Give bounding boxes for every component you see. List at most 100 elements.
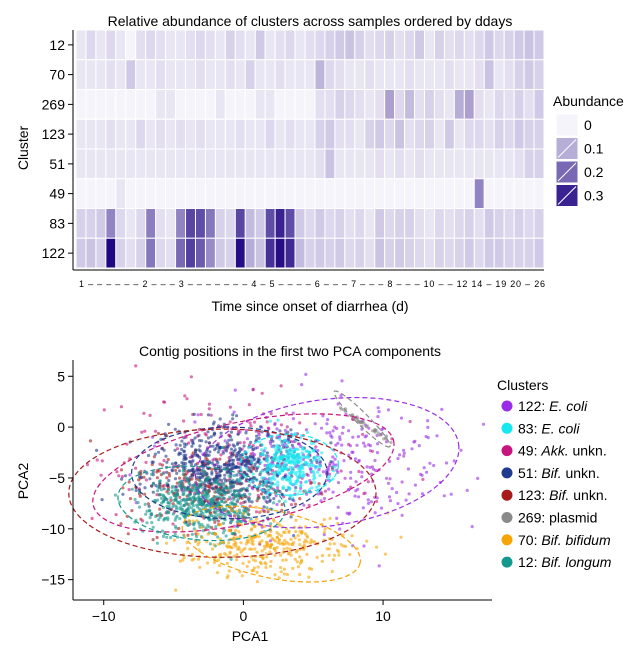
pca-point (219, 453, 223, 457)
heatmap-cell (234, 178, 246, 209)
pca-point (314, 445, 318, 449)
pca-point (327, 487, 331, 491)
pca-point (190, 468, 194, 472)
pca-point (215, 472, 219, 476)
pca-point (192, 412, 196, 416)
pca-point (242, 511, 246, 515)
heatmap-cell (533, 237, 545, 269)
pca-point (273, 539, 277, 543)
pca-point (268, 564, 273, 568)
heatmap-cell (214, 237, 226, 269)
heatmap-cell (264, 29, 276, 61)
heatmap-cell (513, 59, 525, 90)
pca-point (210, 470, 214, 474)
pca-point (189, 375, 193, 379)
heatmap-cell (473, 178, 485, 209)
pca-point (171, 522, 175, 526)
pca-point (151, 482, 156, 486)
pca-point (148, 516, 152, 520)
pca-point (228, 550, 232, 554)
pca-point (283, 438, 287, 442)
pca-point (283, 454, 287, 459)
pca-point (313, 540, 317, 544)
pca-point (223, 439, 227, 443)
pca-point (180, 447, 184, 451)
pca-point (165, 460, 169, 464)
pca-point (162, 487, 166, 491)
heatmap-cell (214, 59, 226, 90)
heatmap-cell (284, 29, 296, 61)
pca-point (184, 502, 188, 506)
pca-point (227, 438, 231, 442)
heatmap-cell (424, 148, 435, 180)
pca-point (238, 441, 242, 445)
heatmap-cell (185, 208, 196, 239)
pca-point (203, 490, 207, 494)
pca-point (245, 486, 249, 490)
pca-point (213, 532, 217, 536)
pca-point (326, 477, 330, 481)
heatmap-cell (443, 148, 455, 180)
heatmap-legend-label: 0.2 (584, 164, 604, 180)
pca-point (232, 474, 236, 478)
heatmap-cell (433, 208, 445, 239)
pca-point (173, 448, 177, 452)
heatmap-cell (433, 148, 445, 180)
heatmap-cell (493, 237, 505, 269)
pca-point (186, 546, 190, 551)
pca-point (251, 539, 255, 543)
heatmap-cell (324, 237, 336, 269)
heatmap-cell (414, 148, 426, 180)
pca-point (188, 460, 192, 464)
pca-point (174, 588, 178, 592)
pca-point (230, 438, 234, 442)
pca-point (291, 417, 295, 421)
pca-legend-marker (501, 445, 513, 457)
pca-point (197, 548, 201, 552)
pca-point (248, 492, 252, 496)
pca-point (211, 458, 215, 462)
pca-point (185, 478, 189, 482)
heatmap-cell (483, 59, 495, 90)
heatmap-cell (204, 59, 216, 90)
pca-point (174, 443, 178, 447)
pca-point (375, 545, 379, 549)
pca-point (266, 426, 270, 430)
pca-point (251, 568, 256, 573)
heatmap-cell (194, 29, 206, 61)
pca-point (420, 492, 425, 496)
pca-point (279, 447, 283, 451)
heatmap-cell (523, 178, 535, 209)
pca-point (233, 480, 237, 484)
pca-point (234, 455, 238, 459)
pca-point (339, 469, 343, 473)
heatmap-cell (185, 237, 196, 269)
pca-point (167, 491, 171, 496)
pca-point (227, 459, 231, 463)
pca-point (321, 470, 325, 474)
pca-point (339, 394, 343, 398)
pca-point (140, 475, 144, 479)
pca-point (278, 450, 282, 454)
heatmap-cell (284, 237, 296, 269)
pca-point (173, 488, 177, 492)
pca-point (399, 416, 404, 420)
pca-point (148, 413, 152, 417)
pca-point (301, 457, 306, 461)
heatmap-cell (135, 237, 147, 269)
pca-point (225, 441, 229, 445)
heatmap-cell (145, 89, 157, 120)
pca-point (280, 441, 284, 445)
pca-point (125, 514, 129, 519)
pca-point (235, 414, 239, 418)
pca-point (267, 488, 271, 492)
pca-point (232, 444, 236, 448)
pca-point (225, 470, 229, 474)
pca-point (289, 537, 293, 542)
heatmap-cell (483, 178, 495, 209)
pca-point (227, 569, 231, 573)
pca-point (197, 448, 201, 452)
pca-point (144, 512, 148, 516)
pca-point (173, 427, 177, 431)
